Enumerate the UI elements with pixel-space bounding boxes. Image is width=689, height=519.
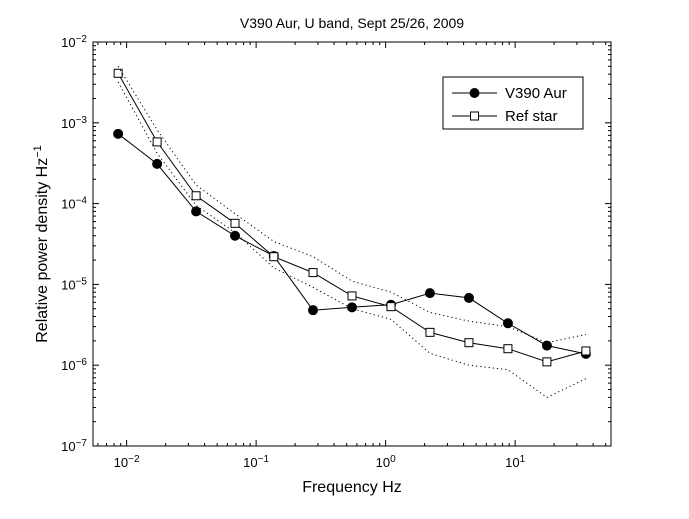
y-tick-label-base: 10 [61, 35, 75, 50]
legend-marker-ref-star [470, 111, 479, 121]
x-tick-labels: 10−2 10−1 100 101 [114, 454, 526, 471]
x-tick-label-base: 10 [243, 455, 257, 470]
y-tick-label-exponent: −3 [76, 114, 88, 125]
y-axis-title-text: Relative power density Hz [34, 158, 51, 343]
y-tick-label-exponent: −4 [76, 195, 88, 206]
data-point-ref-star [269, 252, 279, 262]
y-tick-labels: 10−710−610−510−410−310−2 [61, 34, 87, 455]
legend: V390 Aur Ref star [442, 76, 584, 130]
data-point-v390-aur [152, 158, 163, 169]
data-point-ref-star [113, 68, 123, 78]
data-point-ref-star [230, 218, 240, 228]
y-tick-label: 10−4 [61, 195, 87, 212]
chart-title: V390 Aur, U band, Sept 25/26, 2009 [240, 15, 464, 31]
data-point-ref-star [503, 344, 513, 354]
legend-box [442, 76, 584, 130]
series-layer [113, 66, 591, 398]
x-tick-label-exponent: 0 [390, 454, 396, 465]
x-tick-label: 10−2 [114, 454, 140, 471]
y-tick-label-exponent: −2 [76, 34, 88, 45]
data-point-v390-aur [463, 292, 474, 303]
data-point-ref-star [308, 268, 318, 278]
x-tick-label: 101 [505, 454, 525, 471]
data-point-v390-aur [424, 288, 435, 299]
y-tick-label-exponent: −7 [76, 438, 88, 449]
data-point-ref-star [425, 327, 435, 337]
y-tick-label-base: 10 [61, 277, 75, 292]
data-point-ref-star [542, 357, 552, 367]
data-point-ref-star [581, 346, 591, 356]
y-axis-title: Relative power density Hz−1 [32, 145, 51, 343]
legend-label-ref-star: Ref star [505, 108, 558, 125]
data-point-v390-aur [113, 128, 124, 139]
y-tick-label: 10−2 [61, 34, 87, 51]
y-tick-label-base: 10 [61, 358, 75, 373]
data-point-ref-star [152, 137, 162, 147]
data-point-v390-aur [502, 318, 513, 329]
y-tick-label-exponent: −5 [76, 276, 88, 287]
data-point-ref-star [191, 191, 201, 201]
x-tick-label-base: 10 [376, 455, 390, 470]
data-point-ref-star [386, 302, 396, 312]
y-tick-label-base: 10 [61, 116, 75, 131]
data-point-ref-star [347, 291, 357, 301]
y-tick-label-base: 10 [61, 439, 75, 454]
y-tick-label: 10−5 [61, 276, 87, 293]
x-tick-label-exponent: −2 [128, 454, 140, 465]
x-tick-label-base: 10 [505, 455, 519, 470]
legend-label-v390-aur: V390 Aur [505, 85, 567, 102]
y-tick-label: 10−3 [61, 114, 87, 131]
data-point-ref-star [464, 338, 474, 348]
y-axis-title-exponent: −1 [32, 145, 44, 158]
y-tick-label-base: 10 [61, 197, 75, 212]
data-point-v390-aur [347, 302, 357, 313]
x-tick-label-exponent: −1 [258, 454, 270, 465]
data-point-v390-aur [308, 305, 319, 316]
x-tick-label-base: 10 [114, 455, 128, 470]
y-tick-label: 10−7 [61, 438, 87, 455]
x-tick-label-exponent: 1 [520, 454, 526, 465]
y-tick-label: 10−6 [61, 357, 87, 374]
y-tick-label-exponent: −6 [76, 357, 88, 368]
x-tick-label: 10−1 [243, 454, 269, 471]
data-point-v390-aur [230, 230, 241, 241]
x-tick-label: 100 [376, 454, 396, 471]
data-point-v390-aur [191, 206, 202, 217]
legend-marker-v390-aur [469, 88, 480, 98]
data-point-v390-aur [541, 340, 552, 351]
axis-ticks [93, 41, 611, 447]
x-axis-title: Frequency Hz [302, 479, 402, 496]
